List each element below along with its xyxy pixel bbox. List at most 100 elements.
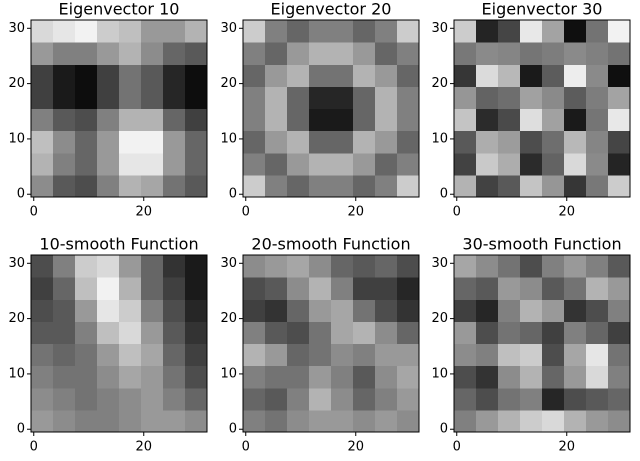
heatmap-cell [53, 299, 76, 322]
heatmap-cell [564, 152, 587, 176]
heatmap-cell [608, 387, 631, 411]
x-tick-label: 20 [347, 205, 364, 220]
heatmap-cell [31, 20, 54, 43]
heatmap-cell [397, 152, 420, 176]
heatmap-cell [309, 108, 332, 132]
panel-title: 30-smooth Function [462, 235, 621, 254]
heatmap-cell [287, 255, 310, 278]
heatmap-cell [97, 20, 120, 43]
heatmap-cell [53, 174, 76, 198]
heatmap-cell [520, 108, 543, 132]
heatmap-cell [476, 152, 499, 176]
heatmap-cell [498, 321, 521, 344]
heatmap-cell [141, 152, 164, 176]
heatmap-cell [243, 277, 266, 300]
heatmap-cell [53, 365, 76, 389]
heatmap-cell [397, 387, 420, 411]
heatmap-cell [454, 343, 477, 367]
heatmap-cell [608, 108, 631, 132]
heatmap-cell [397, 174, 420, 198]
heatmap-cell [163, 108, 186, 132]
heatmap-cell [564, 64, 587, 87]
x-tick-label: 20 [347, 440, 364, 455]
heatmap-cell [520, 174, 543, 198]
heatmap-cell [141, 86, 164, 109]
heatmap-cell [309, 299, 332, 322]
heatmap-cell [97, 108, 120, 132]
heatmap-cell [564, 108, 587, 132]
y-tick-label: 0 [17, 187, 25, 202]
heatmap-cell [375, 108, 398, 132]
heatmap-cell [119, 365, 142, 389]
heatmap-cell [331, 86, 354, 109]
heatmap-cell [520, 365, 543, 389]
heatmap-cell [586, 387, 609, 411]
axes-frame [30, 254, 208, 433]
heatmap-cell [375, 255, 398, 278]
heatmap-cell [397, 64, 420, 87]
heatmap-cell [454, 130, 477, 154]
heatmap-cell [397, 299, 420, 322]
heatmap-cell [265, 174, 288, 198]
x-tick-label: 0 [453, 205, 461, 220]
heatmap-cell [31, 42, 54, 65]
heatmap-cell [31, 343, 54, 367]
heatmap-cell [353, 152, 376, 176]
heatmap-cell [353, 174, 376, 198]
y-tick-label: 30 [431, 256, 448, 271]
heatmap-cell [265, 130, 288, 154]
heatmap-cell [608, 299, 631, 322]
y-tick-label: 10 [8, 131, 25, 146]
heatmap-cell [331, 387, 354, 411]
heatmap-cell [97, 64, 120, 87]
heatmap-cell [185, 409, 208, 433]
heatmap-cell [454, 387, 477, 411]
heatmap-cell [243, 365, 266, 389]
heatmap-cell [309, 365, 332, 389]
heatmap-cell [243, 64, 266, 87]
heatmap-cell [75, 365, 98, 389]
heatmap-cell [141, 277, 164, 300]
heatmap-cell [31, 130, 54, 154]
heatmap-cell [353, 20, 376, 43]
heatmap-cell [454, 152, 477, 176]
heatmap-cell [119, 20, 142, 43]
heatmap-cell [542, 387, 565, 411]
heatmap-cell [331, 255, 354, 278]
y-tick-label: 30 [220, 21, 237, 36]
heatmap-cell [309, 255, 332, 278]
heatmap-cell [397, 130, 420, 154]
heatmap-cell [586, 152, 609, 176]
y-tick-label: 10 [431, 131, 448, 146]
heatmap-cell [163, 277, 186, 300]
heatmap-cell [31, 365, 54, 389]
heatmap-cell [243, 42, 266, 65]
heatmap-cell [53, 64, 76, 87]
heatmap-cell [542, 321, 565, 344]
heatmap-cell [353, 255, 376, 278]
heatmap-cell [331, 108, 354, 132]
y-tick-label: 0 [440, 187, 448, 202]
heatmap-cell [375, 299, 398, 322]
heatmap-cell [586, 277, 609, 300]
heatmap-cell [520, 152, 543, 176]
heatmap-cell [520, 42, 543, 65]
heatmap-cell [185, 255, 208, 278]
heatmap-cell [141, 321, 164, 344]
heatmap-cell [141, 174, 164, 198]
heatmap-cell [97, 42, 120, 65]
heatmap-cell [185, 108, 208, 132]
heatmap-cell [476, 321, 499, 344]
heatmap-cell [31, 387, 54, 411]
heatmap-cell [309, 321, 332, 344]
heatmap-cell [454, 277, 477, 300]
heatmap-cell [498, 130, 521, 154]
heatmap-cell [564, 277, 587, 300]
heatmap-cell [53, 86, 76, 109]
heatmap-cell [454, 64, 477, 87]
heatmap-cell [31, 152, 54, 176]
heatmap-cell [185, 174, 208, 198]
heatmap-cell [185, 130, 208, 154]
heatmap-cell [498, 42, 521, 65]
heatmap-cell [586, 64, 609, 87]
